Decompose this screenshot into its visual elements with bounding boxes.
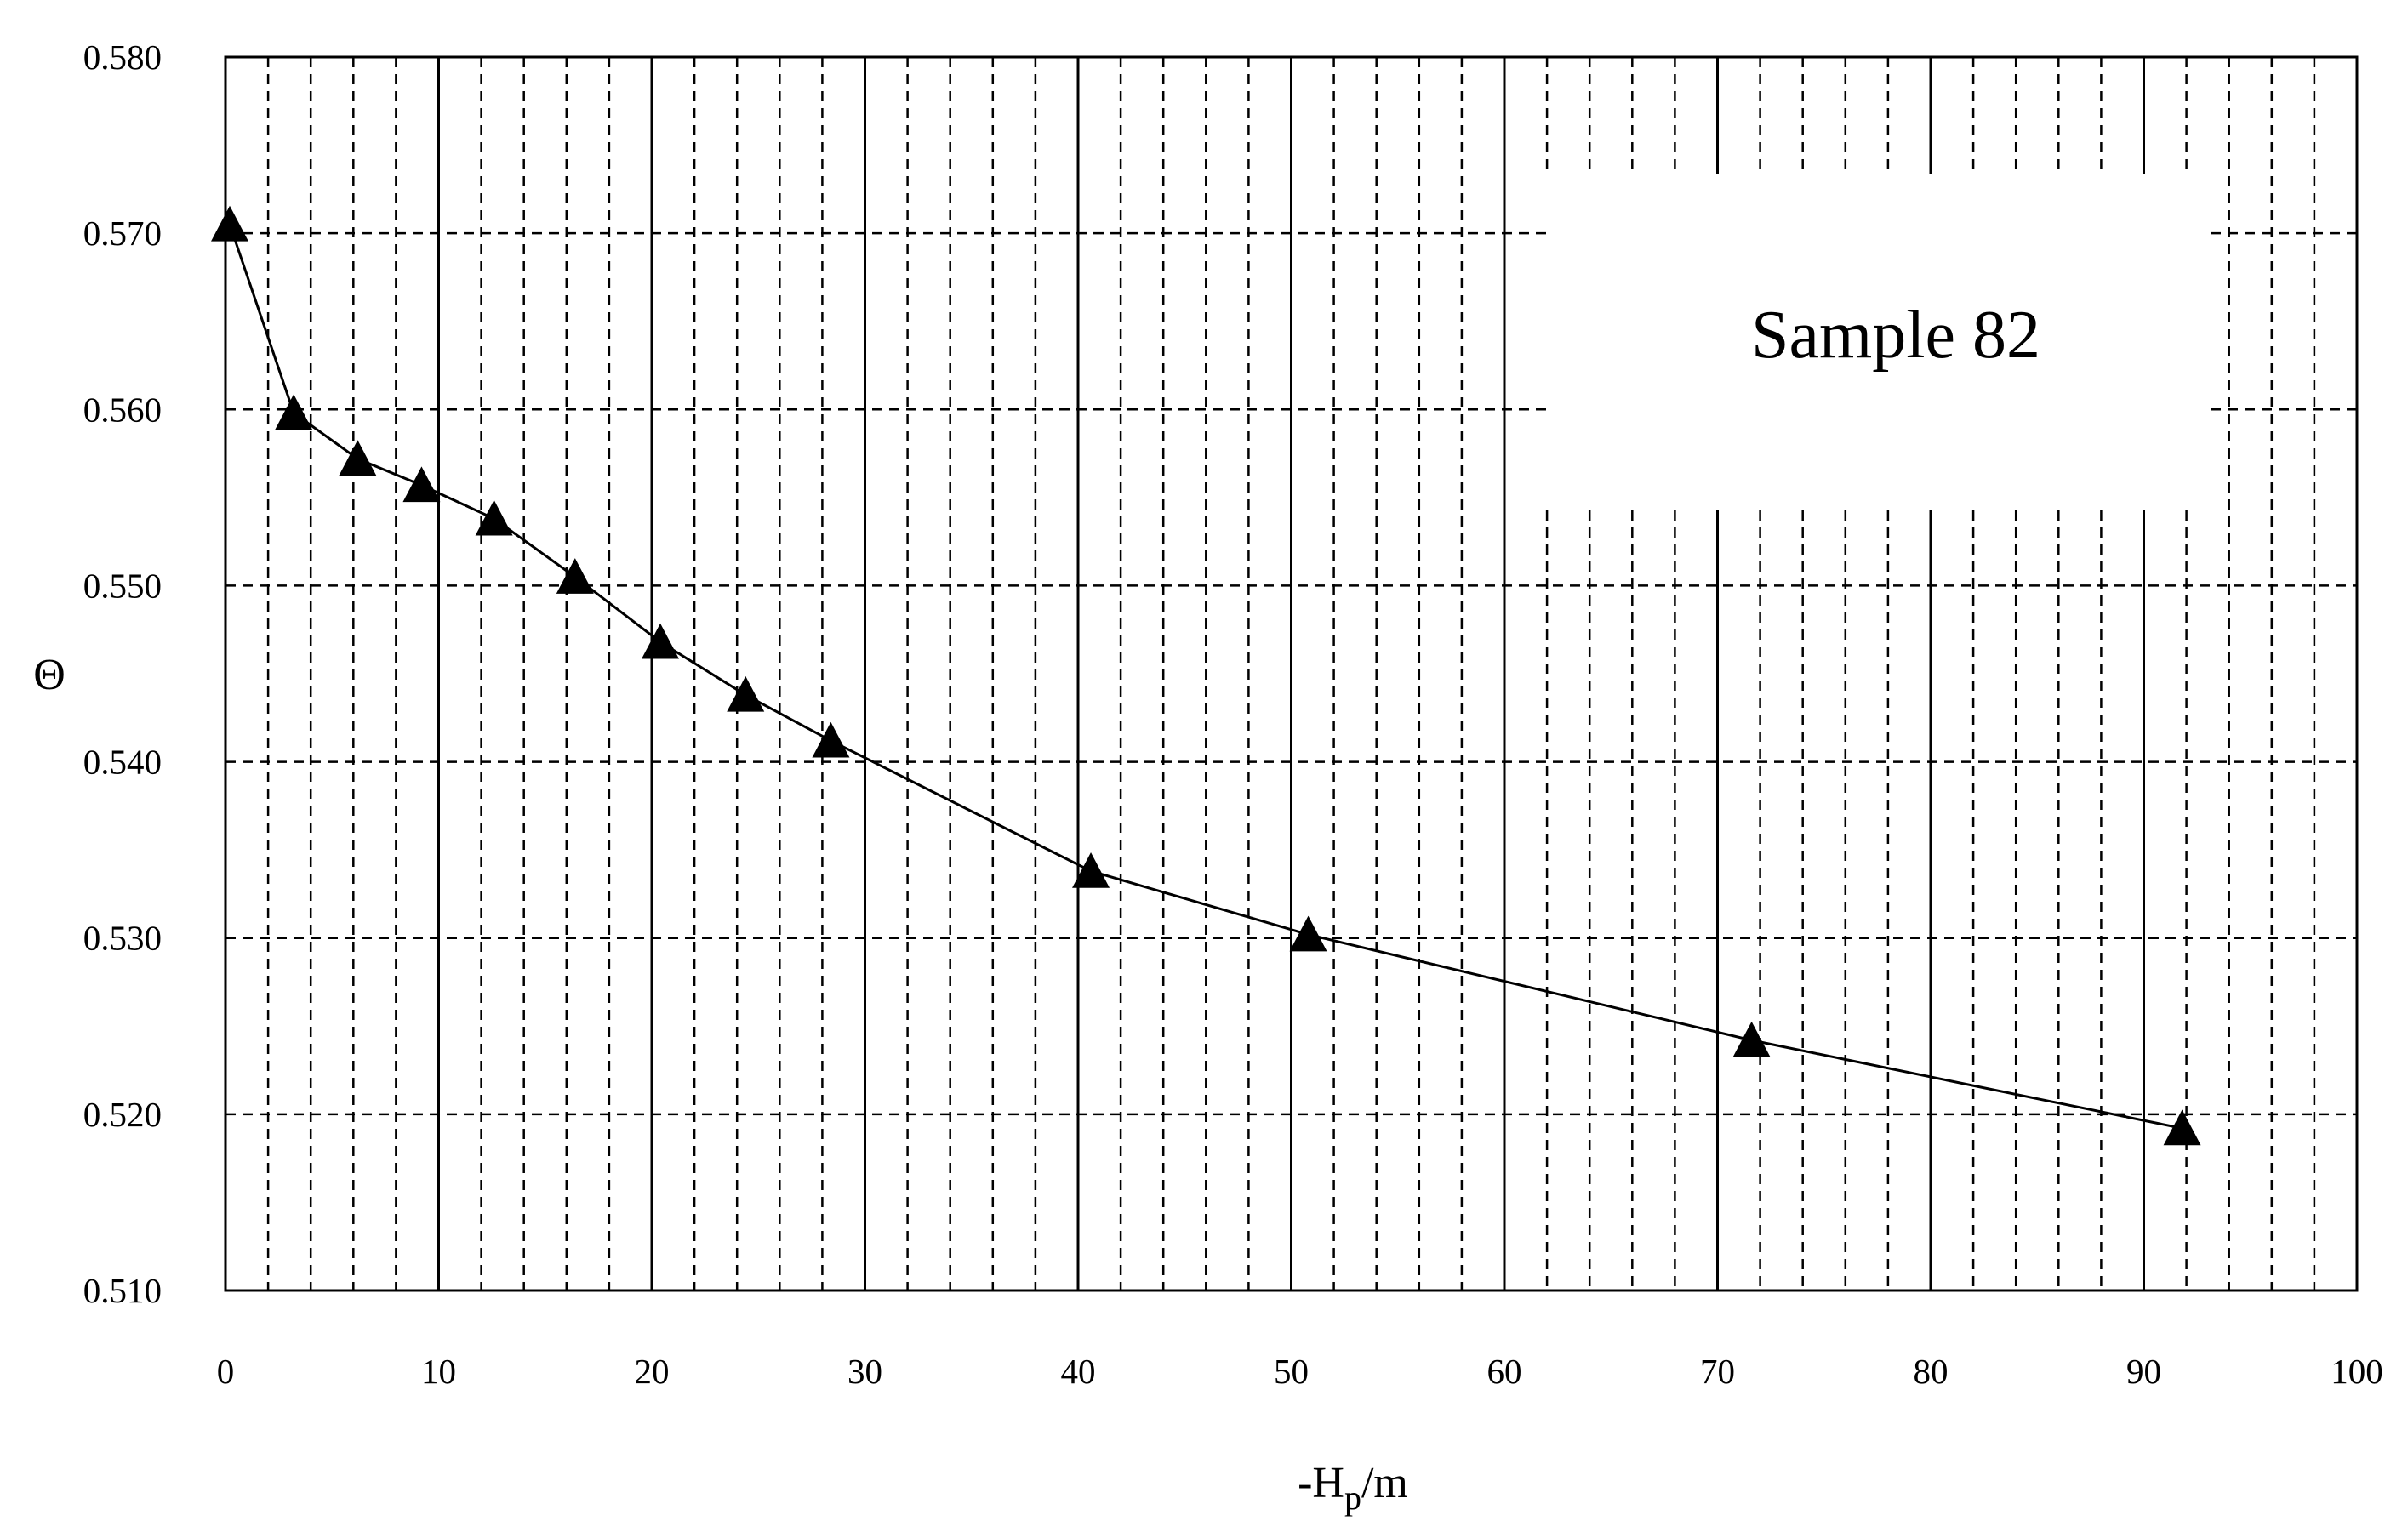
y-tick-label: 0.530 (83, 919, 162, 958)
y-tick-label: 0.570 (83, 214, 162, 253)
x-tick-label: 80 (1914, 1352, 1949, 1391)
y-tick-label: 0.540 (83, 743, 162, 782)
y-tick-label: 0.520 (83, 1095, 162, 1134)
x-tick-label: 100 (2331, 1352, 2383, 1391)
x-tick-label: 70 (1700, 1352, 1735, 1391)
data-point-marker (402, 466, 441, 503)
data-markers (211, 205, 2201, 1146)
x-axis-label-sub: p (1344, 1478, 1361, 1517)
y-tick-label: 0.550 (83, 566, 162, 605)
data-point-marker (275, 394, 313, 430)
y-tick-label: 0.510 (83, 1271, 162, 1310)
x-tick-label: 90 (2126, 1352, 2161, 1391)
data-point-marker (339, 440, 377, 476)
x-tick-label: 40 (1061, 1352, 1096, 1391)
data-point-marker (727, 675, 765, 712)
data-point-marker (1289, 915, 1327, 952)
data-point-marker (211, 205, 249, 242)
x-axis-label-tail: /m (1361, 1459, 1408, 1507)
x-tick-label: 60 (1487, 1352, 1522, 1391)
x-tick-labels: 0 10 20 30 40 50 60 70 80 90 100 (217, 1352, 2383, 1391)
y-tick-labels: 0.510 0.520 0.530 0.540 0.550 0.560 0.570 0.580 (83, 37, 162, 1310)
data-point-marker (1072, 852, 1110, 888)
y-tick-label: 0.560 (83, 390, 162, 429)
data-point-marker (556, 558, 594, 594)
legend-label: Sample 82 (1751, 298, 2040, 373)
major-grid (437, 57, 2145, 1290)
x-tick-label: 20 (635, 1352, 670, 1391)
y-axis-label: Θ (33, 651, 66, 699)
data-point-marker (1732, 1021, 1771, 1057)
x-tick-label: 50 (1274, 1352, 1309, 1391)
y-tick-label: 0.580 (83, 37, 162, 77)
data-point-marker (475, 499, 513, 536)
x-axis-label-main: -H (1298, 1459, 1344, 1507)
minor-grid (225, 57, 2357, 1290)
x-tick-label: 0 (217, 1352, 235, 1391)
data-point-marker (2163, 1109, 2201, 1146)
data-point-marker (812, 721, 850, 758)
x-tick-label: 10 (421, 1352, 456, 1391)
plot-frame (224, 55, 2359, 1292)
x-axis-label: -Hp/m (1298, 1459, 1408, 1517)
data-point-marker (642, 623, 680, 659)
legend-box (1547, 174, 2211, 510)
x-tick-label: 30 (847, 1352, 882, 1391)
